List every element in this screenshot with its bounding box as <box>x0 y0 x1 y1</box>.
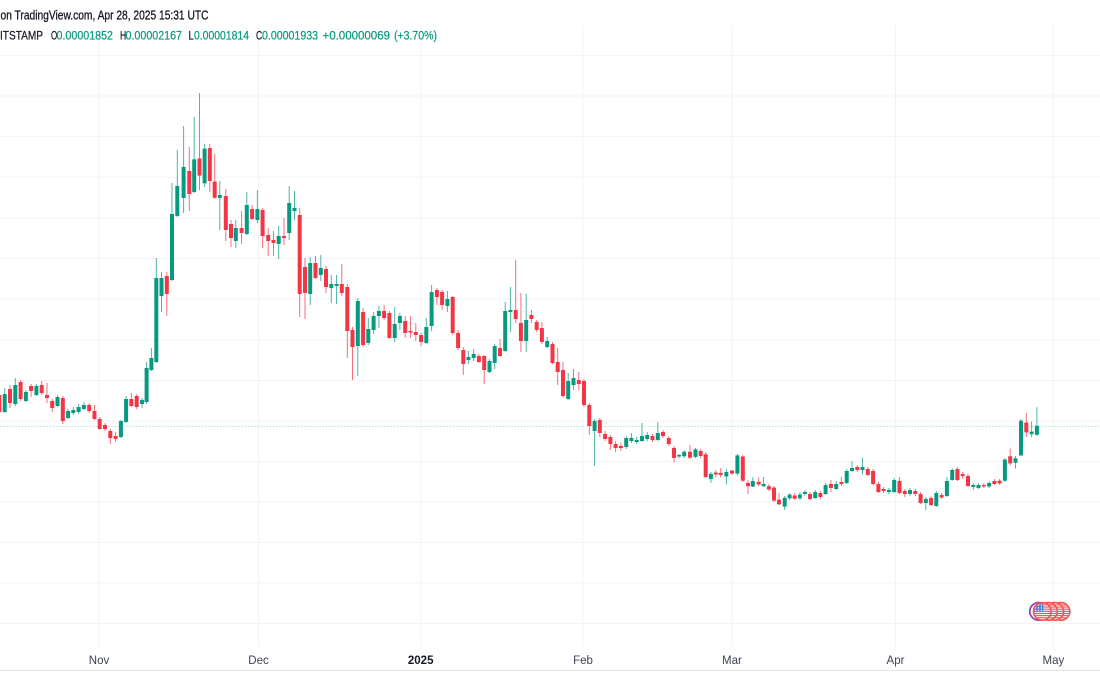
svg-text:on TradingView.com, Apr 28, 20: on TradingView.com, Apr 28, 2025 15:31 U… <box>1 8 209 23</box>
svg-text:H: H <box>120 29 126 43</box>
svg-text:0.00001852: 0.00001852 <box>57 29 114 43</box>
svg-text:C: C <box>256 29 262 43</box>
svg-text:+0.00000069: +0.00000069 <box>323 29 391 43</box>
svg-text:Nov: Nov <box>89 655 110 667</box>
svg-text:Dec: Dec <box>248 655 269 667</box>
svg-text:ITSTAMP: ITSTAMP <box>0 29 43 43</box>
svg-text:2025: 2025 <box>408 655 434 667</box>
svg-text:0.00001933: 0.00001933 <box>262 29 318 43</box>
svg-text:(+3.70%): (+3.70%) <box>394 29 437 43</box>
svg-text:0.00001814: 0.00001814 <box>194 29 249 43</box>
svg-text:Apr: Apr <box>887 655 905 667</box>
svg-text:0.00002167: 0.00002167 <box>126 29 183 43</box>
svg-text:Mar: Mar <box>722 655 742 667</box>
svg-text:O: O <box>51 29 57 43</box>
svg-text:L: L <box>189 29 194 43</box>
svg-text:May: May <box>1043 655 1065 667</box>
svg-text:Feb: Feb <box>573 655 593 667</box>
